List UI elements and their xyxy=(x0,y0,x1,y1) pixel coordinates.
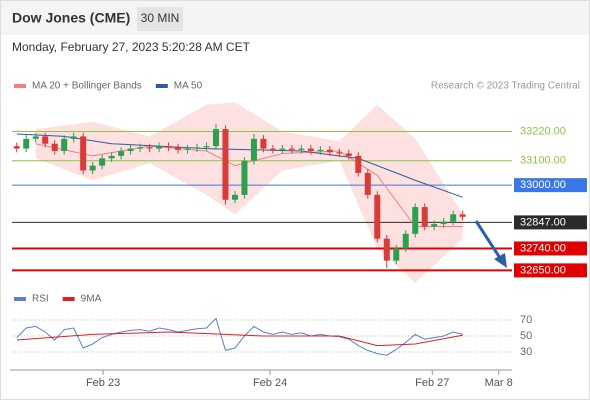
candle-body xyxy=(108,155,115,159)
legend-swatch xyxy=(62,297,75,301)
candle-body xyxy=(250,138,257,161)
legend-swatch xyxy=(155,84,168,88)
forecast-arrowhead xyxy=(494,253,507,268)
rsi-line xyxy=(16,331,463,347)
legend-swatch xyxy=(14,84,26,88)
header-bar xyxy=(1,1,589,35)
candle-body xyxy=(364,172,371,195)
candle-body xyxy=(421,207,428,227)
level-box xyxy=(514,241,587,256)
candle-body xyxy=(374,194,381,239)
candle-body xyxy=(260,138,267,149)
level-box xyxy=(514,263,587,278)
x-tick-label: Feb 27 xyxy=(415,377,449,389)
x-tick-label: Feb 23 xyxy=(86,377,120,389)
candle-body xyxy=(42,136,49,144)
chart-title: Dow Jones (CME) xyxy=(12,10,130,26)
candle-body xyxy=(194,147,201,149)
candle-body xyxy=(222,129,229,200)
rsi-tick-label: 30 xyxy=(520,346,532,358)
candle-body xyxy=(80,136,87,171)
candle-body xyxy=(118,151,125,156)
candle-body xyxy=(440,221,447,225)
candle-body xyxy=(137,147,144,149)
level-label: 32740.00 xyxy=(520,242,566,254)
candle-body xyxy=(156,146,163,149)
legend-swatch xyxy=(14,297,26,301)
candle-body xyxy=(23,138,30,149)
candle-body xyxy=(345,153,352,156)
legend-label: RSI xyxy=(32,294,49,305)
candle-body xyxy=(355,155,362,173)
legend-label: 9MA xyxy=(81,294,102,305)
rsi-tick-label: 70 xyxy=(520,314,532,326)
candle-body xyxy=(393,248,400,261)
candle-body xyxy=(146,147,153,149)
candle-body xyxy=(89,165,96,171)
forecast-arrow xyxy=(474,220,502,259)
candle-body xyxy=(326,149,333,153)
legend-label: MA 50 xyxy=(174,81,203,92)
level-label: 32650.00 xyxy=(520,264,566,276)
candle-body xyxy=(336,152,343,154)
x-tick-label: Mar 8 xyxy=(485,377,513,389)
candle-body xyxy=(412,207,419,234)
candle-body xyxy=(450,214,457,222)
candle-body xyxy=(99,158,106,166)
candle-body xyxy=(61,138,68,152)
timeframe-box xyxy=(137,7,183,31)
candle-body xyxy=(231,194,238,200)
level-box xyxy=(514,178,587,193)
candle-body xyxy=(459,214,466,217)
candle-body xyxy=(165,146,172,148)
timestamp: Monday, February 27, 2023 5:20:28 AM CET xyxy=(12,40,251,54)
candle-body xyxy=(241,160,248,195)
level-box xyxy=(514,215,587,230)
candle-body xyxy=(212,129,219,147)
candle-body xyxy=(175,147,182,150)
level-label: 33000.00 xyxy=(520,179,566,191)
rsi-tick-label: 50 xyxy=(520,330,532,342)
candle-body xyxy=(431,224,438,227)
candle-body xyxy=(184,148,191,150)
candle-body xyxy=(317,149,324,152)
candle-body xyxy=(127,148,134,152)
candle-body xyxy=(298,148,305,150)
candle-body xyxy=(13,146,20,149)
candle-body xyxy=(203,146,210,148)
candle-body xyxy=(307,148,314,152)
candle-body xyxy=(32,136,39,139)
candle-body xyxy=(383,238,390,261)
timeframe: 30 MIN xyxy=(141,11,180,25)
legend-label: MA 20 + Bollinger Bands xyxy=(32,81,142,92)
level-label: 33100.00 xyxy=(520,155,566,167)
x-tick-label: Feb 24 xyxy=(253,377,287,389)
credit: Research © 2023 Trading Central xyxy=(431,81,580,92)
candle-body xyxy=(402,233,409,249)
candle-body xyxy=(70,136,77,139)
candle-body xyxy=(288,148,295,150)
candle-body xyxy=(51,143,58,152)
level-label: 32847.00 xyxy=(520,216,566,228)
level-label: 33220.00 xyxy=(520,125,566,137)
candle-body xyxy=(269,148,276,150)
rsi-line xyxy=(16,317,463,356)
candle-body xyxy=(279,148,286,150)
